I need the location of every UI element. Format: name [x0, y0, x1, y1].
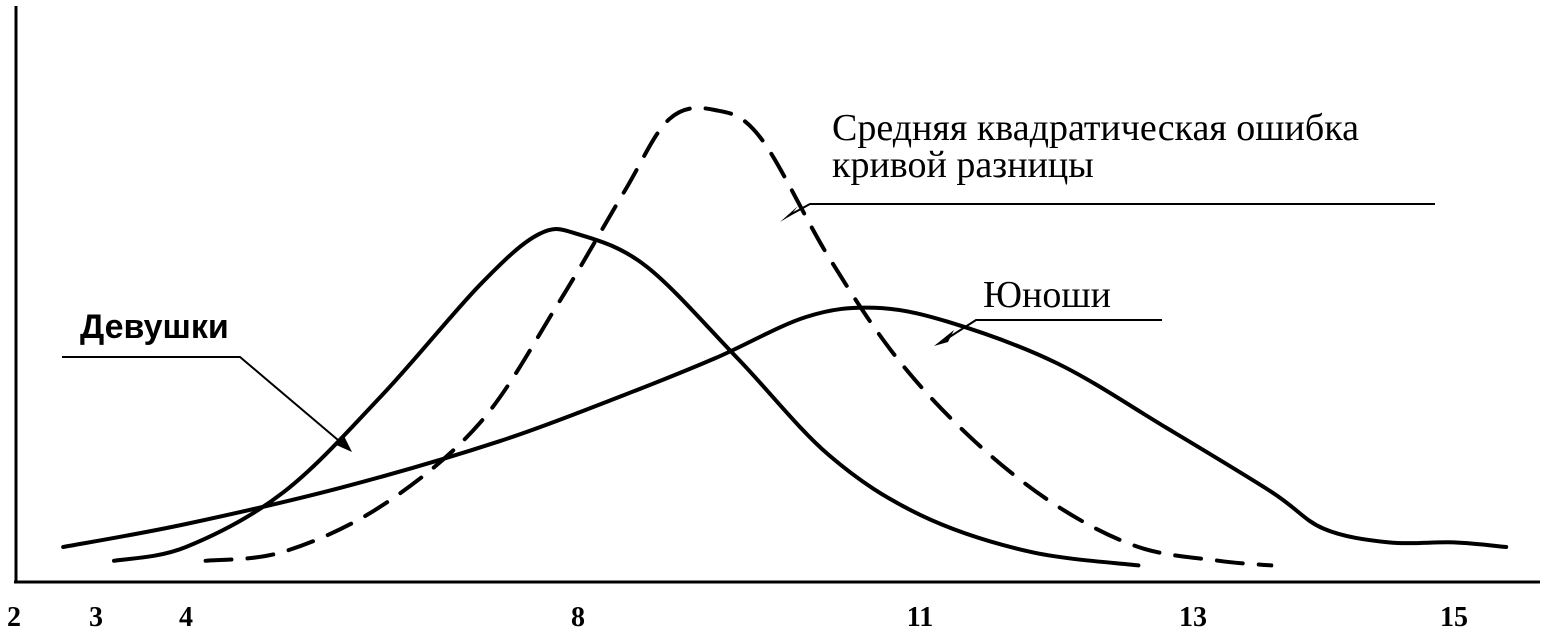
- x-tick-labels: 2 3 4 8 11 13 15: [7, 602, 1468, 633]
- annotation-boys: Юноши: [983, 274, 1111, 316]
- annotation-girls-arrowhead: [334, 436, 352, 452]
- annotation-boys-arrowhead: [934, 330, 954, 346]
- series-line-error-dashed: [203, 105, 1274, 568]
- annotation-girls-leader: [62, 356, 339, 441]
- x-tick-label-8: 8: [571, 602, 585, 633]
- x-tick-label-13: 13: [1179, 602, 1207, 633]
- annotation-error-line2: кривой разницы: [832, 144, 1094, 186]
- x-tick-label-2: 2: [7, 602, 21, 633]
- x-tick-label-3: 3: [89, 602, 103, 633]
- annotation-error-line1: Средняя квадратическая ошибка: [832, 107, 1359, 149]
- annotation-girls: Девушки: [80, 308, 229, 346]
- series-layer: [61, 105, 1509, 568]
- annotation-error-leader: [787, 203, 1435, 217]
- annotation-boys-leader: [947, 319, 1162, 339]
- x-tick-label-4: 4: [179, 602, 193, 633]
- annotation-error-arrowhead: [780, 206, 798, 222]
- x-tick-label-15: 15: [1440, 602, 1468, 633]
- x-tick-label-11: 11: [907, 602, 933, 633]
- series-line-boys: [61, 305, 1509, 549]
- series-line-girls: [112, 227, 1141, 568]
